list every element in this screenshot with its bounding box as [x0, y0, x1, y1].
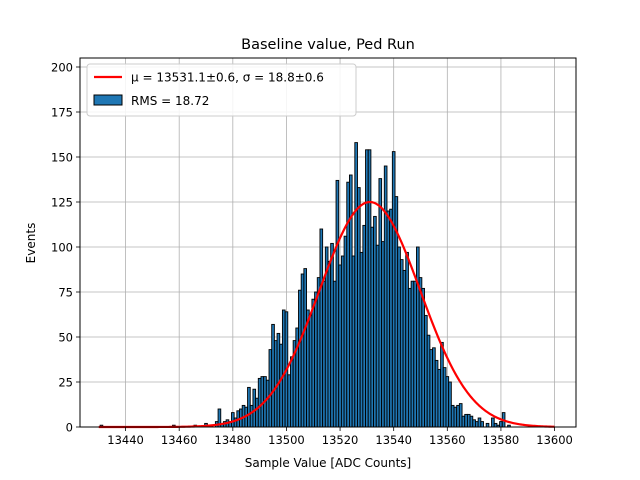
y-axis-ticks: 0 25 50 75 100 125 150 175 200 — [51, 61, 80, 435]
x-tick-label: 13580 — [483, 433, 520, 447]
y-tick-label: 25 — [58, 376, 73, 390]
x-axis-ticks: 13440 13460 13480 13500 13520 13540 13560 13580… — [107, 427, 573, 447]
histogram-bar — [485, 422, 490, 428]
legend: μ = 13531.1±0.6, σ = 18.8±0.6 RMS = 18.7… — [86, 63, 357, 117]
y-tick-label: 0 — [66, 421, 73, 435]
y-tick-label: 125 — [51, 196, 73, 210]
y-tick-label: 75 — [58, 286, 73, 300]
x-tick-label: 13440 — [107, 433, 144, 447]
x-tick-label: 13500 — [268, 433, 305, 447]
x-tick-label: 13540 — [375, 433, 412, 447]
y-tick-label: 200 — [51, 61, 73, 75]
legend-box — [86, 63, 357, 117]
histogram-bar — [480, 421, 484, 428]
y-tick-label: 100 — [51, 241, 73, 255]
y-tick-label: 175 — [51, 106, 73, 120]
x-tick-label: 13600 — [536, 433, 573, 447]
x-axis-label: Sample Value [ADC Counts] — [245, 456, 411, 470]
x-tick-label: 13520 — [322, 433, 359, 447]
chart-title: Baseline value, Ped Run — [241, 37, 415, 53]
legend-fit-label: μ = 13531.1±0.6, σ = 18.8±0.6 — [131, 71, 324, 85]
plot-frame — [79, 57, 577, 428]
y-tick-label: 50 — [58, 331, 73, 345]
legend-hist-swatch — [93, 94, 123, 106]
x-tick-label: 13480 — [215, 433, 252, 447]
x-tick-label: 13460 — [161, 433, 198, 447]
x-tick-label: 13560 — [429, 433, 466, 447]
y-tick-label: 150 — [51, 151, 73, 165]
y-axis-label: Events — [24, 223, 38, 264]
legend-hist-label: RMS = 18.72 — [131, 94, 209, 108]
